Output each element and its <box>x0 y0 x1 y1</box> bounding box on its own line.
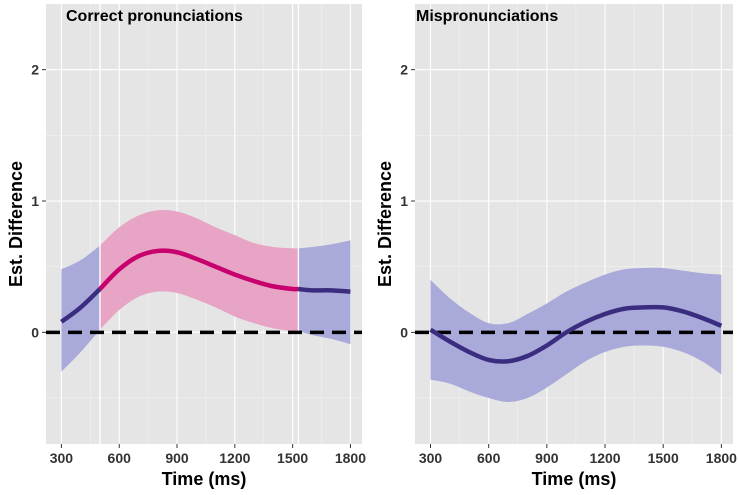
y-tick-label: 2 <box>31 62 39 78</box>
panel-title: Mispronunciations <box>416 8 558 25</box>
panel-1: Correct pronunciations 300 600 900 1200 1500 1… <box>6 4 366 489</box>
x-tick-label: 900 <box>165 450 189 466</box>
x-tick-label: 600 <box>108 450 132 466</box>
x-axis-title: Time (ms) <box>162 469 247 489</box>
y-tick-label: 1 <box>31 193 39 209</box>
x-tick-label: 1200 <box>589 450 620 466</box>
x-tick-label: 1800 <box>335 450 366 466</box>
y-tick-label: 0 <box>31 324 39 340</box>
y-axis-title: Est. Difference <box>6 161 26 287</box>
estimate-line-0 <box>60 287 102 324</box>
x-tick-label: 300 <box>50 450 74 466</box>
y-tick-label: 1 <box>400 193 408 209</box>
y-axis-title: Est. Difference <box>375 161 395 287</box>
y-tick-label: 2 <box>400 62 408 78</box>
x-tick-label: 1200 <box>219 450 250 466</box>
panel-2: Mispronunciations 300 600 900 1200 1500 1800 0 1… <box>375 4 737 489</box>
confidence-band-0 <box>430 267 722 402</box>
y-tick-label: 0 <box>400 324 408 340</box>
x-tick-label: 600 <box>477 450 501 466</box>
x-tick-label: 1500 <box>277 450 308 466</box>
x-axis-title: Time (ms) <box>532 469 617 489</box>
x-tick-label: 900 <box>535 450 559 466</box>
confidence-band-significant-1 <box>99 209 299 332</box>
estimate-line-2 <box>298 286 351 294</box>
x-tick-label: 300 <box>419 450 443 466</box>
panel-title: Correct pronunciations <box>66 8 243 25</box>
estimate-line-significant-1 <box>98 248 299 292</box>
x-tick-label: 1800 <box>706 450 737 466</box>
x-tick-label: 1500 <box>648 450 679 466</box>
estimate-line-0 <box>429 304 723 364</box>
